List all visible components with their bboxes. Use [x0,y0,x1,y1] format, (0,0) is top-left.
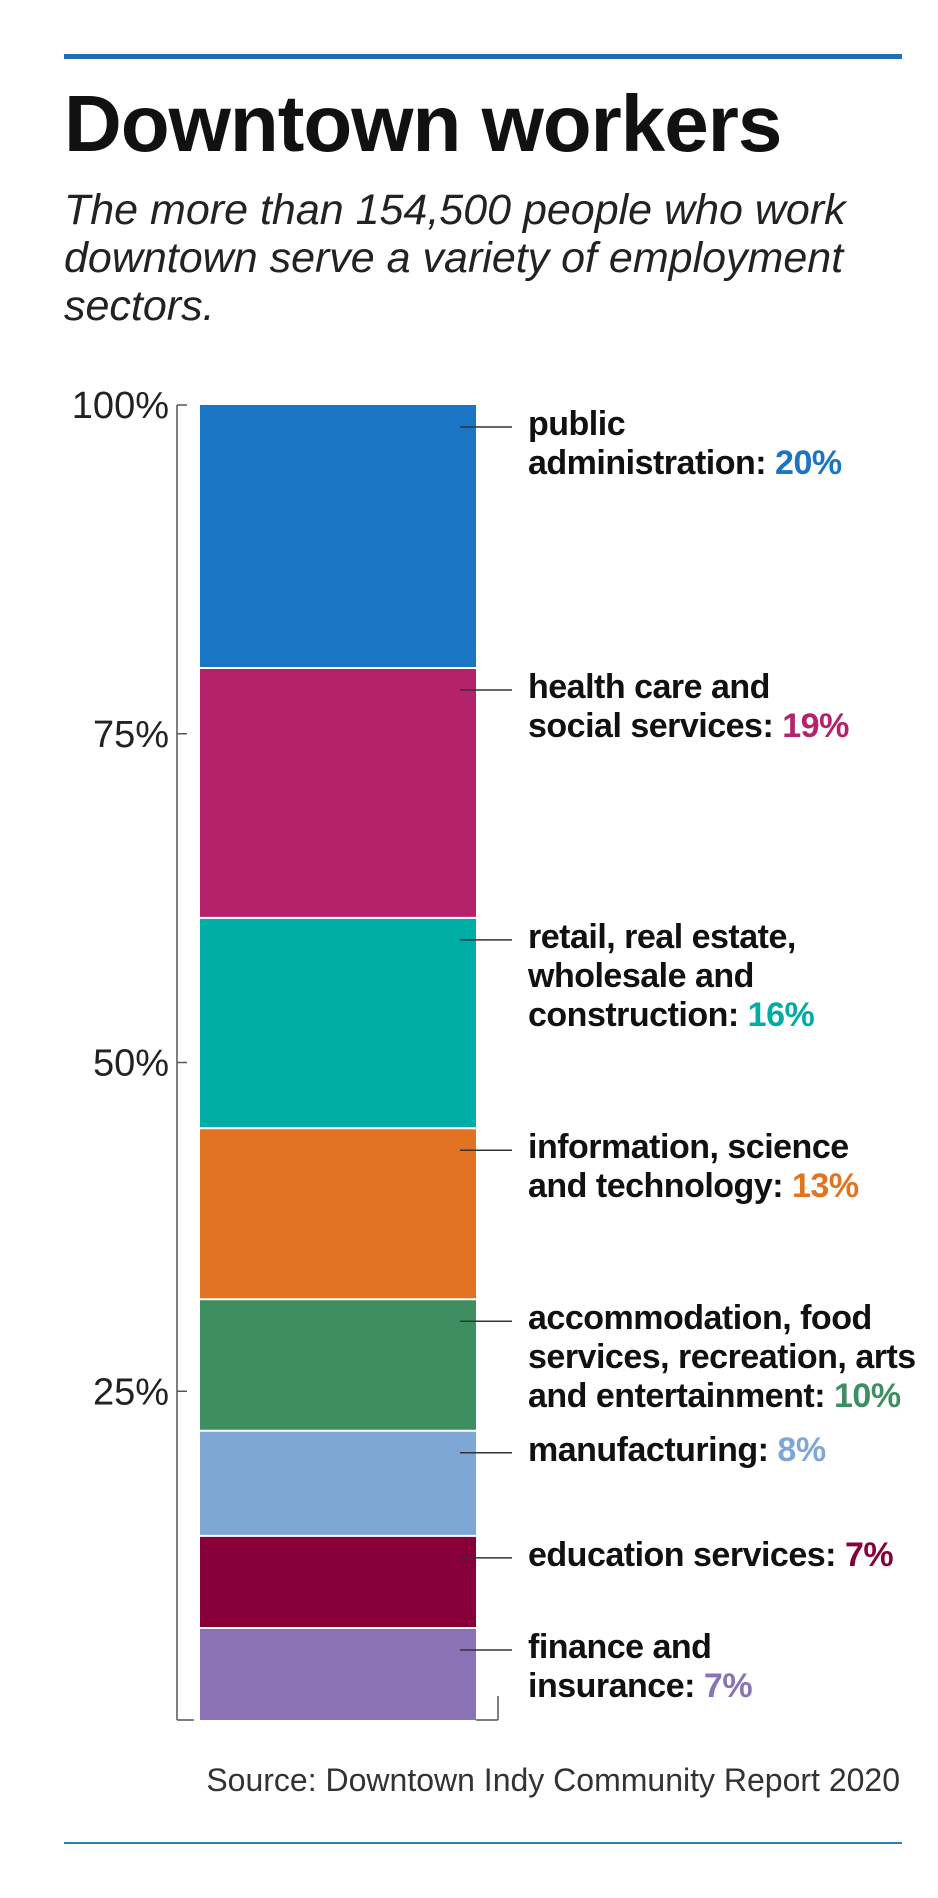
segment-label-text: and technology: [528,1167,784,1206]
segment-percent-label: 7% [844,1535,894,1574]
segment-percent-label: 13% [792,1167,859,1206]
chart-title: Downtown workers [64,79,782,168]
chart-subtitle: The more than 154,500 people who work do… [64,186,846,330]
segment-label-line: accommodation, food [528,1299,916,1338]
segment-percent-label: 20% [775,444,842,482]
segment-label-text: construction: [528,995,739,1034]
y-tick-label: 100% [72,385,169,427]
segment-label: finance and insurance: 7% [528,1628,753,1706]
segment-label: information, science and technology: 13% [528,1128,859,1206]
segment-label: accommodation, food services, recreation,… [528,1299,916,1416]
segment-label-text: insurance: [528,1666,695,1705]
y-tick-label: 75% [93,714,169,756]
segment-label-line: education services: 7% [528,1535,894,1575]
segment-label-line: manufacturing: 8% [528,1431,826,1470]
bar-segment [200,1299,476,1431]
segment-label-line: health care and [528,668,849,707]
source-note: Source: Downtown Indy Community Report 2… [206,1762,900,1798]
bar-segment [200,917,476,1129]
bar-segment [200,1430,476,1536]
segment-label-text: finance and [528,1627,712,1666]
segment-percent-label: 10% [834,1377,901,1416]
y-tick-label: 25% [93,1371,169,1413]
segment-label-text: administration: [528,444,767,482]
segment-label-line: construction: 16% [528,995,815,1035]
segment-label: public administration: 20% [528,405,842,483]
segment-label: manufacturing: 8% [528,1431,826,1470]
segment-label-text: health care and [528,668,770,706]
segment-label-text: wholesale and [528,956,754,995]
segment-label: health care and social services: 19% [528,668,849,746]
segment-label-text: social services: [528,707,774,745]
bar-segment [200,1627,476,1720]
segment-label-line: and entertainment: 10% [528,1377,916,1416]
segment-percent-label: 19% [782,707,849,745]
segment-label-line: and technology: 13% [528,1167,859,1206]
segment-percent-label: 8% [777,1430,826,1469]
segment-label-text: information, science [528,1128,849,1167]
segment-label-text: and entertainment: [528,1377,826,1416]
segment-label-line: administration: 20% [528,444,842,483]
segment-label-text: accommodation, food [528,1299,872,1338]
segment-percent-label: 16% [747,995,815,1034]
segment-percent-label: 7% [703,1666,753,1705]
top-rule [64,54,902,59]
segment-label-text: manufacturing: [528,1430,769,1469]
bar-segment [200,668,476,918]
segment-label-text: education services: [528,1535,836,1574]
bar-segment [200,405,476,668]
segment-label-text: public [528,405,626,443]
segment-label-line: information, science [528,1128,859,1167]
stacked-bar-chart: 100% 75% 50% 25% [72,385,512,1721]
segment-label-line: insurance: 7% [528,1666,753,1706]
segment-label-text: retail, real estate, [528,917,796,956]
segment-label-text: services, recreation, arts [528,1338,916,1377]
segment-label: retail, real estate, wholesale and constru… [528,918,815,1035]
bottom-rule [64,1842,902,1844]
segment-label-line: finance and [528,1628,752,1667]
segment-label-line: services, recreation, arts [528,1338,916,1377]
segment-label-line: wholesale and [528,957,814,996]
bar-segment [200,1535,476,1628]
y-tick-label: 50% [93,1043,169,1085]
bar-segment [200,1128,476,1300]
segment-label-line: public [528,405,842,444]
segment-label-line: retail, real estate, [528,918,814,957]
segment-label-line: social services: 19% [528,707,849,746]
segment-label: education services: 7% [528,1535,894,1575]
